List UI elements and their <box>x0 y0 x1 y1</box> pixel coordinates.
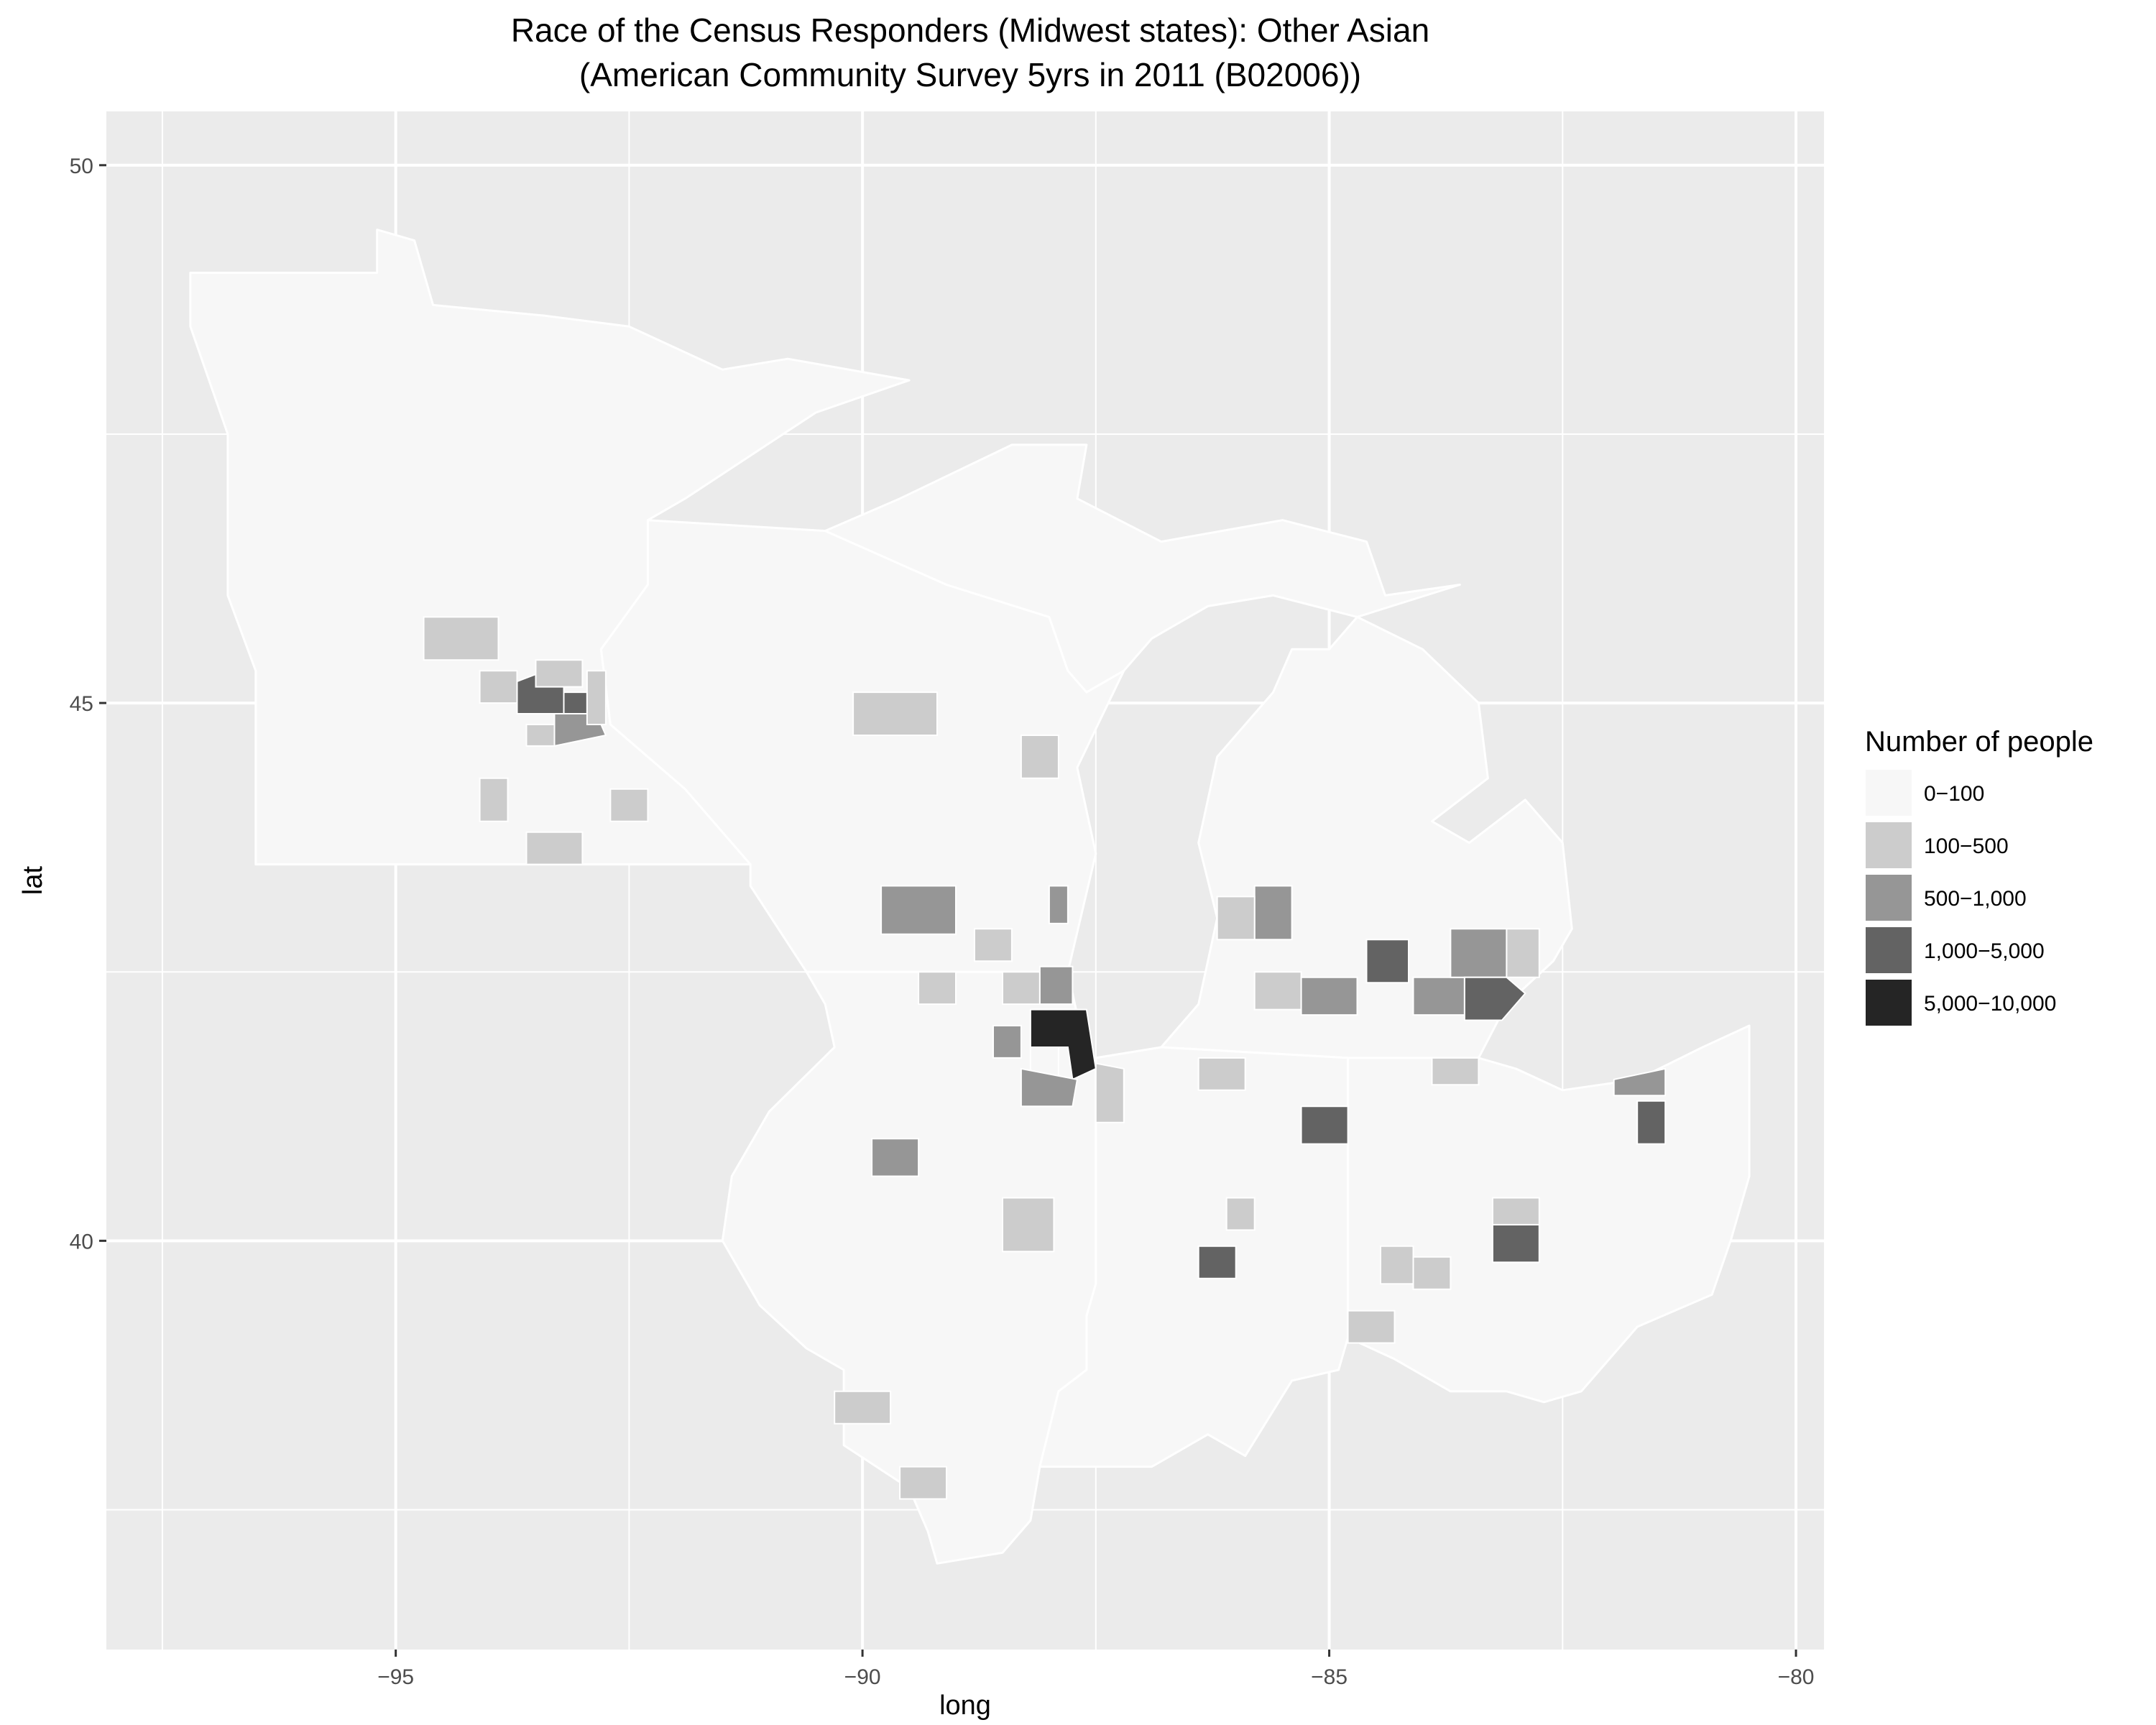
county-dane <box>880 885 957 935</box>
state-minnesota <box>189 229 911 866</box>
county-milwaukee <box>1038 965 1074 1006</box>
county-st-clair <box>834 1390 892 1425</box>
county-greene <box>1412 1256 1452 1290</box>
county-brown <box>1020 735 1059 779</box>
county-scott <box>525 724 556 747</box>
county-wright <box>479 670 518 704</box>
x-tick-label: −90 <box>844 1665 881 1689</box>
legend-swatch <box>1864 978 1913 1027</box>
legend-swatch <box>1864 768 1913 817</box>
title-line-2: (American Community Survey 5yrs in 2011 … <box>579 56 1361 93</box>
legend-title: Number of people <box>1865 726 2093 758</box>
x-tick-label: −80 <box>1778 1665 1815 1689</box>
county-delaware <box>1491 1197 1540 1225</box>
legend-label: 5,000−10,000 <box>1924 992 2056 1016</box>
county-washington <box>586 670 607 725</box>
x-axis-title: long <box>939 1690 991 1721</box>
county-kane <box>992 1025 1022 1059</box>
state-michigan-upper-peninsula <box>824 443 1461 694</box>
legend: Number of people 0−100 100−500 500−1,000 1,… <box>1864 726 2093 1027</box>
county-will <box>1020 1067 1079 1108</box>
county-tippecanoe <box>1225 1197 1256 1231</box>
county-rock <box>918 971 957 1006</box>
county-summit <box>1636 1100 1667 1145</box>
county-montgomery <box>1380 1245 1414 1285</box>
axis-ticks: −95 −90 −85 −80 40 45 50 <box>70 155 1815 1689</box>
county-dodge <box>974 928 1013 962</box>
county-lucas <box>1431 1057 1480 1086</box>
county-freeborn <box>525 831 584 865</box>
y-tick-label: 45 <box>70 692 93 716</box>
county-shapes <box>423 616 1667 1500</box>
county-blue-earth <box>479 777 509 822</box>
county-peoria <box>871 1138 920 1177</box>
county-wayne <box>1463 976 1526 1021</box>
county-marathon <box>852 691 938 736</box>
county-oakland <box>1450 928 1508 978</box>
county-allen <box>1300 1105 1349 1145</box>
county-hamilton <box>1347 1310 1396 1344</box>
x-tick-label: −95 <box>377 1665 414 1689</box>
county-stearns <box>423 616 499 661</box>
legend-label: 500−1,000 <box>1924 887 2027 911</box>
y-tick-label: 40 <box>70 1230 93 1254</box>
county-anoka <box>535 659 584 688</box>
legend-label: 1,000−5,000 <box>1924 939 2045 963</box>
county-kent <box>1253 885 1293 941</box>
y-tick-label: 50 <box>70 155 93 178</box>
legend-swatch <box>1864 873 1913 922</box>
county-cuyahoga <box>1613 1067 1667 1097</box>
legend-swatch <box>1864 926 1913 975</box>
y-axis-title: lat <box>18 865 48 895</box>
county-marion <box>1197 1245 1237 1279</box>
county-ingham <box>1365 939 1409 984</box>
county-champaign <box>1002 1197 1055 1253</box>
legend-label: 0−100 <box>1924 782 1984 806</box>
title-line-1: Race of the Census Responders (Midwest s… <box>511 12 1429 49</box>
county-jackson-il <box>899 1466 947 1500</box>
county-ottawa <box>1216 896 1256 941</box>
county-kalamazoo <box>1253 971 1302 1011</box>
county-st-joseph <box>1197 1057 1246 1091</box>
county-washtenaw <box>1412 976 1465 1016</box>
county-lake-in <box>1095 1062 1125 1123</box>
county-calhoun <box>1300 976 1358 1016</box>
x-tick-label: −85 <box>1311 1665 1348 1689</box>
legend-label: 100−500 <box>1924 834 2009 858</box>
county-ramsey <box>563 691 588 714</box>
state-shapes <box>189 229 1751 1565</box>
county-sheboygan <box>1048 885 1069 924</box>
county-macomb <box>1506 928 1540 978</box>
legend-swatch <box>1864 821 1913 870</box>
county-franklin <box>1491 1223 1540 1264</box>
county-olmsted <box>609 788 649 822</box>
county-waukesha <box>1002 971 1041 1006</box>
